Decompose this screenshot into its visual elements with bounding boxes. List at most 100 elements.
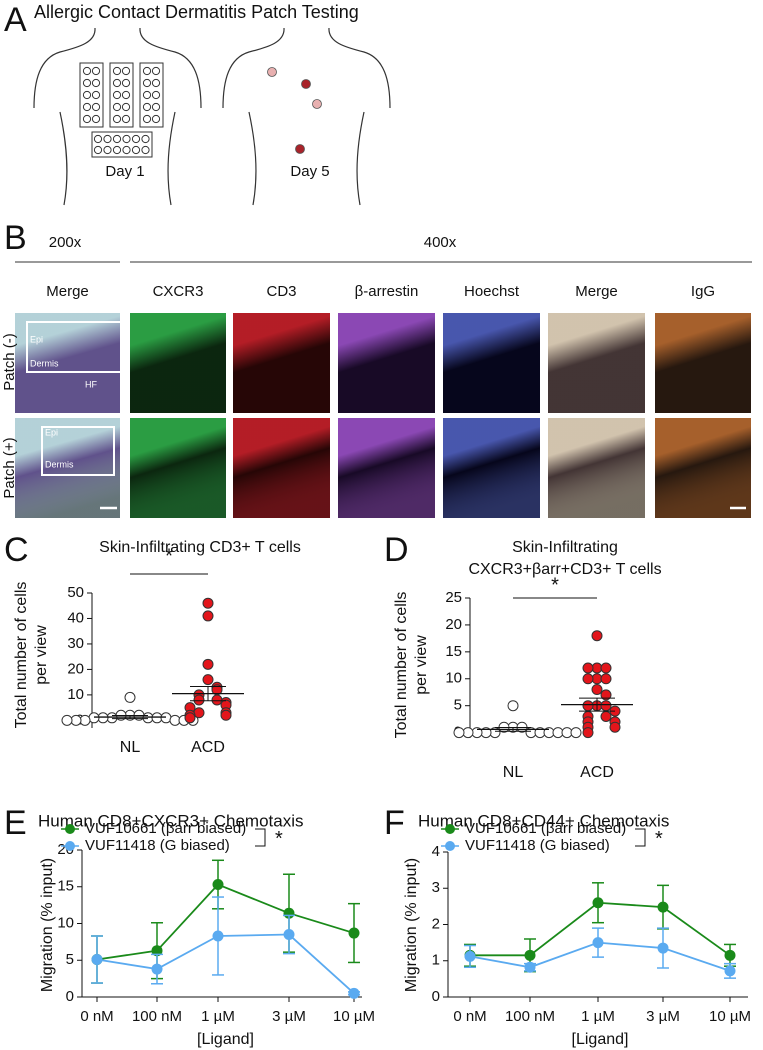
data-point	[348, 927, 360, 939]
data-point	[212, 879, 224, 891]
data-point	[184, 712, 196, 724]
patch-well	[103, 134, 112, 144]
column-label: Merge	[46, 283, 89, 300]
patch-well	[82, 114, 92, 124]
patch-well	[112, 78, 122, 88]
y-axis-label: per view	[413, 635, 430, 695]
data-point	[657, 942, 669, 954]
tissue-label: Dermis	[45, 459, 74, 469]
data-point	[124, 691, 136, 703]
series-line	[96, 883, 355, 961]
patch-well	[151, 78, 161, 88]
data-point	[657, 901, 669, 913]
micrograph-signal	[443, 313, 540, 413]
data-point	[600, 710, 612, 722]
data-point	[570, 727, 582, 739]
patch	[109, 62, 134, 128]
patch-well	[142, 90, 152, 100]
patch-well	[82, 102, 92, 112]
legend-marker	[445, 824, 455, 834]
micrograph-signal	[15, 418, 120, 518]
patch-well	[93, 145, 103, 155]
micrograph-signal	[130, 418, 226, 518]
legend-label: VUF10661 (βarr biased)	[465, 820, 626, 837]
x-tick-label: 1 µM	[581, 1008, 615, 1025]
data-point	[582, 727, 594, 739]
significance: *	[275, 828, 283, 850]
patch-well	[112, 145, 122, 155]
tissue-label: Epi	[45, 427, 58, 437]
legend-marker	[65, 841, 75, 851]
data-point	[582, 662, 594, 674]
patch-well	[142, 102, 152, 112]
y-tick-label: 40	[67, 609, 84, 626]
reaction-sites	[267, 67, 322, 154]
y-tick-label: 0	[432, 988, 440, 1005]
x-axis-label: [Ligand]	[572, 1031, 629, 1048]
legend-marker	[445, 841, 455, 851]
data-point	[591, 630, 603, 642]
data-point	[202, 610, 214, 622]
data-point	[212, 930, 224, 942]
micrograph-signal	[233, 418, 330, 518]
patch-well	[82, 78, 92, 88]
y-axis-label: Migration (% input)	[403, 858, 420, 992]
patch-well	[122, 145, 131, 155]
y-axis-label: per view	[33, 625, 50, 685]
data-point	[61, 714, 73, 726]
significance-bracket	[255, 828, 266, 847]
patch-well	[91, 90, 101, 100]
x-tick-label: 0 nM	[453, 1008, 486, 1025]
data-point	[91, 954, 103, 966]
data-point	[600, 700, 612, 712]
magnification: 200x	[49, 234, 82, 251]
chart-title: CXCR3+βarr+CD3+ T cells	[468, 561, 661, 578]
x-tick-label: 10 µM	[709, 1008, 751, 1025]
x-tick-label: 0 nM	[80, 1008, 113, 1025]
patch	[91, 131, 153, 158]
micrograph-signal	[233, 313, 330, 413]
patch-well	[151, 102, 161, 112]
chart-title: Skin-Infiltrating	[512, 539, 618, 556]
significance-bracket	[635, 828, 646, 847]
patch-well	[93, 134, 103, 144]
chart-title: Skin-Infiltrating CD3+ T cells	[99, 539, 301, 556]
y-tick-label: 30	[67, 635, 84, 652]
patch-well	[142, 78, 152, 88]
patch-well	[112, 134, 122, 144]
micrograph-signal	[655, 418, 751, 518]
panel-letter: B	[4, 219, 27, 257]
patch-well	[121, 102, 131, 112]
data-point	[724, 965, 736, 977]
panel-title: Allergic Contact Dermatitis Patch Testin…	[34, 2, 359, 22]
column-label: CD3	[266, 283, 296, 300]
column-label: β-arrestin	[355, 283, 419, 300]
y-tick-label: 10	[57, 914, 74, 931]
data-point	[600, 662, 612, 674]
data-point	[151, 945, 163, 957]
micrograph-signal	[130, 313, 226, 413]
data-point	[220, 709, 232, 721]
panel-letter: E	[4, 804, 27, 842]
y-tick-label: 15	[445, 643, 462, 660]
body-outline	[33, 27, 391, 206]
y-tick-label: 5	[66, 951, 74, 968]
data-point	[283, 929, 295, 941]
y-tick-label: 10	[67, 686, 84, 703]
x-tick-label: 100 nM	[132, 1008, 182, 1025]
panel-letter: D	[384, 531, 409, 569]
patch-well	[151, 90, 161, 100]
column-label: Hoechst	[464, 283, 520, 300]
data-point	[600, 689, 612, 701]
magnification: 400x	[424, 234, 457, 251]
y-tick-label: 10	[445, 670, 462, 687]
data-point	[88, 712, 100, 724]
patch-well	[82, 90, 92, 100]
patch-well	[91, 78, 101, 88]
data-point	[524, 949, 536, 961]
data-point	[507, 700, 519, 712]
row-label: Patch (+)	[1, 437, 18, 498]
error-bar	[190, 685, 226, 702]
data-point	[453, 727, 465, 739]
